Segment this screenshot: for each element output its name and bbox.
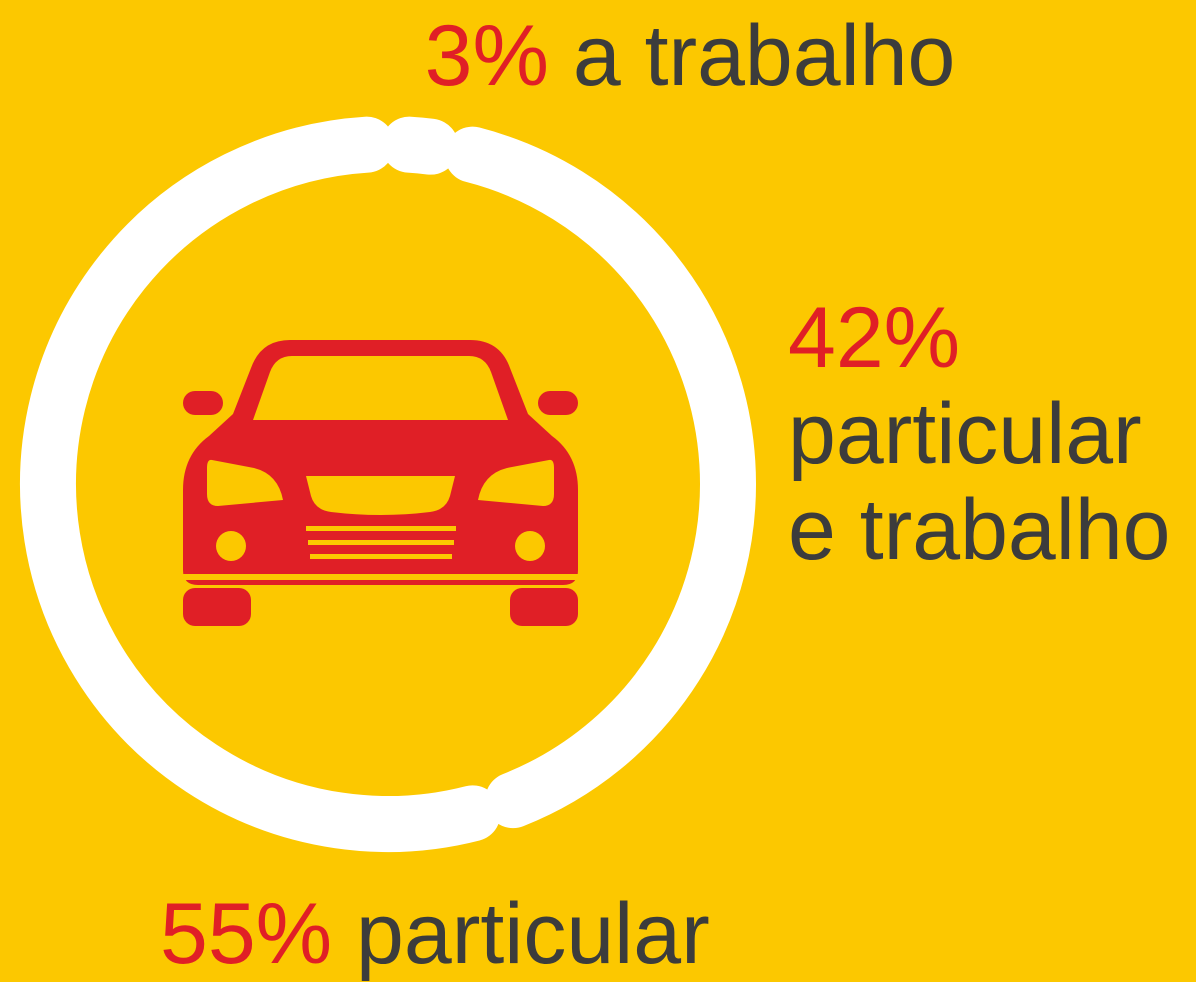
donut-segment	[444, 126, 756, 829]
grille	[306, 476, 455, 515]
bumper-line	[183, 574, 578, 580]
category-label: particular	[356, 886, 710, 982]
category-label: a trabalho	[572, 8, 956, 104]
fog-light	[515, 531, 545, 561]
car-window	[253, 356, 508, 420]
mirror	[183, 391, 223, 415]
grille-bar	[310, 554, 452, 559]
headlight	[207, 459, 283, 506]
category-label: particular e trabalho	[788, 386, 1171, 578]
grille-bar	[308, 540, 454, 545]
value-label: 55%	[160, 886, 333, 982]
fog-light	[216, 531, 246, 561]
wheel	[510, 588, 578, 626]
grille-bar	[306, 526, 456, 531]
segment-label: 42% particular e trabalho	[788, 290, 1192, 578]
wheel	[183, 588, 251, 626]
value-label: 3%	[424, 8, 549, 104]
headlight	[478, 459, 554, 506]
donut-segment	[20, 116, 501, 852]
segment-label: 55% particular	[160, 886, 800, 982]
value-label: 42%	[788, 290, 961, 386]
ring	[20, 116, 756, 852]
car-icon	[183, 340, 578, 626]
donut-segment	[381, 116, 459, 175]
mirror	[538, 391, 578, 415]
segment-label: 3% a trabalho	[410, 8, 970, 104]
